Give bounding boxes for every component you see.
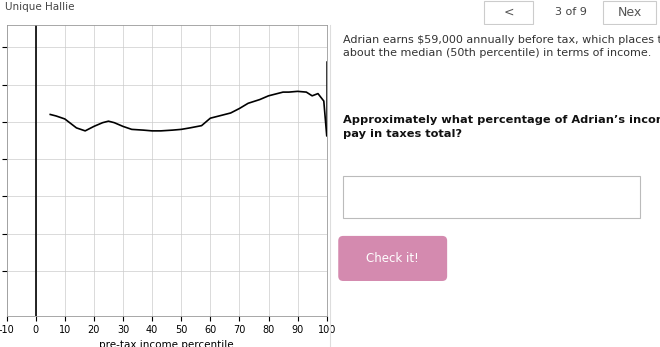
FancyBboxPatch shape: [603, 1, 657, 24]
Text: Approximately what percentage of Adrian’s income will they
pay in taxes total?: Approximately what percentage of Adrian’…: [343, 115, 660, 139]
Text: Adrian earns $59,000 annually before tax, which places them at
about the median : Adrian earns $59,000 annually before tax…: [343, 35, 660, 58]
Text: Nex: Nex: [618, 6, 642, 18]
Text: Check it!: Check it!: [366, 252, 419, 265]
FancyBboxPatch shape: [338, 236, 447, 281]
Text: <: <: [504, 6, 513, 18]
FancyBboxPatch shape: [343, 176, 640, 218]
X-axis label: pre-tax income percentile: pre-tax income percentile: [100, 340, 234, 347]
FancyBboxPatch shape: [484, 1, 533, 24]
Text: 3 of 9: 3 of 9: [555, 7, 587, 17]
Text: Unique Hallie: Unique Hallie: [5, 2, 75, 12]
